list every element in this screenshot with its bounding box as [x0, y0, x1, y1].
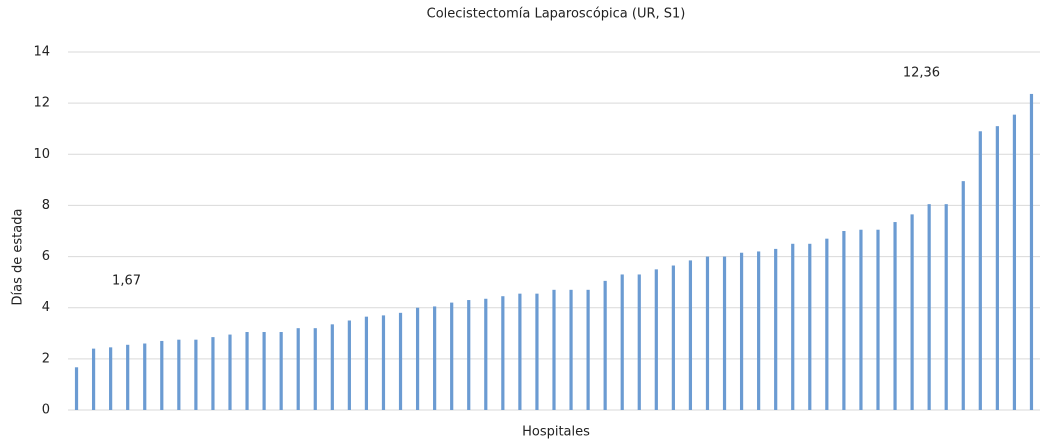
bar: [467, 300, 471, 410]
bar: [347, 320, 351, 410]
bar: [961, 181, 965, 410]
y-tick-label: 10: [33, 147, 50, 162]
bar: [569, 289, 573, 410]
bar: [398, 312, 403, 410]
bar: [501, 296, 505, 410]
data-label: 1,67: [112, 274, 141, 289]
bar: [757, 251, 761, 410]
bar: [927, 204, 931, 410]
bar: [671, 265, 675, 410]
bar: [859, 229, 863, 410]
bar: [262, 332, 266, 410]
bar: [705, 256, 710, 410]
bar: [245, 332, 249, 410]
bar: [739, 252, 744, 410]
data-label: 12,36: [903, 66, 940, 81]
bar: [381, 315, 386, 410]
bar: [74, 367, 79, 410]
bar: [876, 229, 880, 410]
bar: [722, 256, 727, 410]
bar: [194, 339, 198, 410]
bar: [893, 222, 897, 410]
bar: [518, 293, 522, 410]
bar: [160, 340, 164, 410]
bar: [978, 131, 982, 410]
bar: [296, 328, 300, 410]
bar: [211, 337, 215, 410]
bar: [415, 307, 420, 410]
bar: [586, 289, 590, 410]
x-axis-label: Hospitales: [522, 425, 590, 440]
bar: [910, 214, 914, 410]
bar: [364, 316, 369, 410]
y-tick-label: 8: [42, 198, 50, 213]
y-axis-label: Días de estada: [11, 209, 26, 306]
bar: [91, 348, 96, 410]
bar: [995, 126, 999, 411]
y-tick-label: 12: [33, 96, 50, 111]
y-tick-label: 0: [42, 403, 50, 418]
bar: [109, 347, 113, 410]
bar: [637, 274, 641, 410]
bar: [603, 280, 607, 410]
y-tick-label: 6: [42, 249, 50, 264]
bar: [808, 243, 812, 410]
bar: [279, 332, 283, 410]
bar: [535, 293, 539, 410]
bar: [825, 238, 829, 410]
bar: [688, 260, 693, 410]
bar: [228, 334, 232, 410]
bar: [842, 231, 846, 410]
bar: [774, 248, 778, 410]
y-tick-label: 14: [33, 45, 50, 60]
chart-title: Colecistectomía Laparoscópica (UR, S1): [427, 7, 686, 22]
bar: [484, 298, 488, 410]
bar: [126, 344, 130, 410]
bar: [791, 243, 795, 410]
bar: [143, 343, 147, 410]
bar: [1012, 114, 1017, 411]
bar: [330, 324, 334, 410]
bar: [552, 289, 556, 410]
bar: [177, 339, 181, 410]
bar: [654, 269, 658, 410]
bar: [313, 328, 317, 410]
bar: [620, 274, 624, 410]
y-tick-label: 2: [42, 351, 50, 366]
bar: [1029, 93, 1034, 411]
bar: [433, 306, 437, 410]
y-tick-label: 4: [42, 300, 50, 315]
bar: [450, 302, 454, 410]
bar: [944, 204, 948, 410]
